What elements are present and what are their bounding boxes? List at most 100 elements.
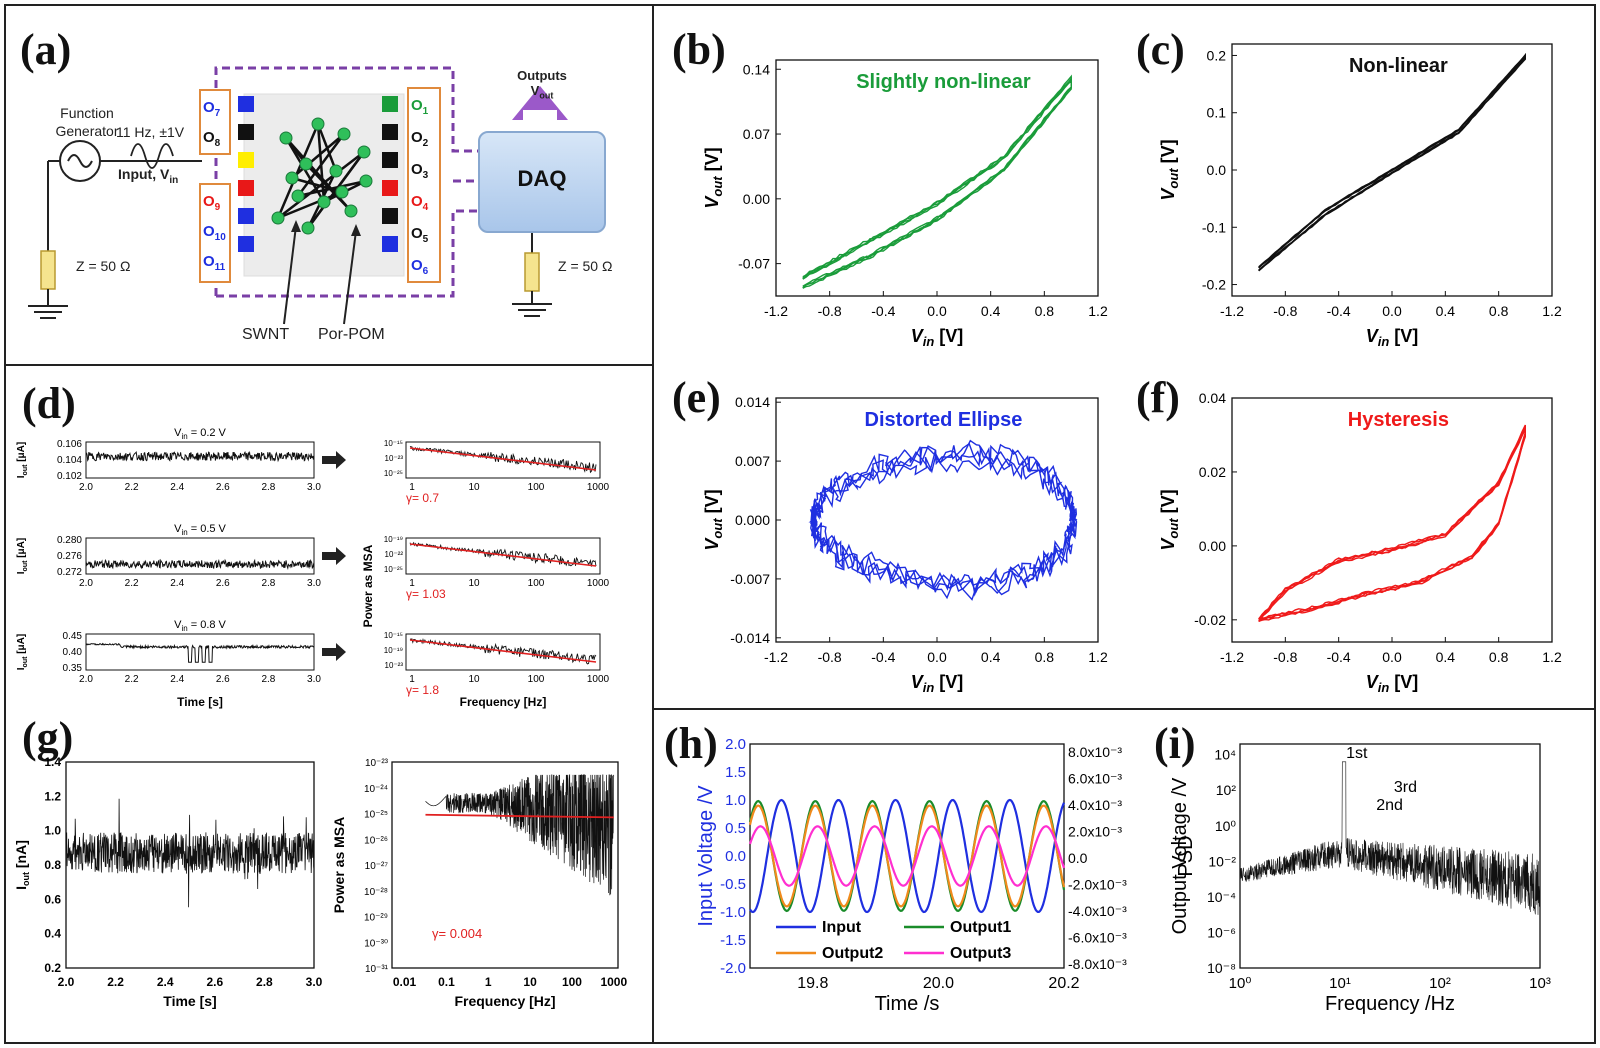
porpom-particle — [299, 157, 313, 171]
porpom-particle — [337, 127, 351, 141]
y-axis-label: Vout [V] — [702, 489, 725, 550]
y-tick-label: 10⁻²⁸ — [364, 887, 388, 898]
x-tick-label: 0.1 — [438, 975, 455, 989]
d-vin-label: Vin = 0.8 V — [174, 619, 226, 633]
y-tick-label-left: 2.0 — [725, 736, 746, 753]
input-sub: in — [169, 174, 179, 186]
electrode-square — [382, 180, 398, 196]
d-x-tick-label: 2.0 — [79, 578, 93, 589]
d-x-tick-label: 2.0 — [79, 674, 93, 685]
y-tick-label: 0.2 — [44, 961, 61, 975]
d-psd-x-tick: 1 — [409, 578, 415, 589]
g-psd-frame — [391, 761, 619, 969]
d-psd-y-tick: 10⁻²² — [385, 550, 404, 559]
panel-dg: (d) (g) — [4, 364, 654, 1044]
y-tick-label: 10⁻² — [1208, 853, 1236, 869]
y-tick-label-right: -4.0x10⁻³ — [1068, 903, 1127, 919]
y-tick-label: 10⁻⁴ — [1207, 889, 1236, 905]
function-generator-label: Function Generator — [55, 105, 119, 139]
swnt-tube — [291, 176, 343, 194]
y-tick-label: 10⁻²⁹ — [364, 913, 388, 924]
y-tick-label: 1.4 — [44, 755, 61, 769]
porpom-particle — [291, 189, 305, 203]
d-x-tick-label: 2.2 — [125, 482, 139, 493]
y-tick-label-right: -2.0x10⁻³ — [1068, 877, 1127, 893]
y-tick-label-right: 2.0x10⁻³ — [1068, 824, 1122, 840]
series-line — [1258, 425, 1526, 620]
x-tick-label: 2.6 — [206, 975, 223, 989]
y-tick-label-left: 1.5 — [725, 764, 746, 781]
series-line — [810, 442, 1078, 594]
d-x-tick-label: 2.2 — [125, 578, 139, 589]
x-tick-label: 10² — [1429, 975, 1451, 992]
d-gamma-label: γ= 1.03 — [406, 587, 446, 601]
series-line-Output3 — [748, 825, 1066, 887]
panel-label-h: (h) — [664, 719, 718, 768]
panel-label-c: (c) — [1136, 25, 1185, 74]
y-tick-label: 10⁻⁸ — [1207, 960, 1236, 976]
x-tick-label: 0.4 — [981, 649, 1001, 665]
y-axis-label: Vout [V] — [1158, 139, 1181, 200]
x-tick-label: 0.01 — [393, 975, 417, 989]
series-line — [808, 439, 1077, 591]
d-y-tick-label: 0.104 — [57, 455, 82, 466]
x-tick-label: 2.4 — [157, 975, 174, 989]
series-line — [425, 774, 615, 896]
y-tick-label: 0.007 — [735, 453, 770, 469]
x-tick-label: 20.2 — [1048, 975, 1079, 992]
x-tick-label: 1.2 — [1088, 649, 1108, 665]
d-x-tick-label: 2.0 — [79, 482, 93, 493]
electrode-square — [238, 180, 254, 196]
y-tick-label: 10⁻²⁶ — [364, 835, 388, 846]
d-psd-frame — [405, 441, 601, 479]
d-x-tick-label: 2.2 — [125, 674, 139, 685]
d-gamma-label: γ= 1.8 — [406, 683, 439, 697]
input-label: Input, Vin — [118, 166, 178, 186]
d-y-tick-label: 0.45 — [63, 631, 83, 642]
electrode-square — [238, 236, 254, 252]
x-tick-label: 0.0 — [1382, 649, 1402, 665]
electrode-square — [238, 124, 254, 140]
y-tick-label: 0.1 — [1207, 105, 1227, 121]
plot-frame-e — [775, 397, 1099, 643]
y-tick-label: 10⁻⁶ — [1207, 924, 1236, 940]
d-psd-x-tick: 100 — [528, 674, 545, 685]
d-y-tick-label: 0.272 — [57, 567, 82, 578]
x-tick-label: -0.8 — [1273, 649, 1297, 665]
y-tick-label-right: 8.0x10⁻³ — [1068, 744, 1122, 760]
x-tick-label: 1 — [485, 975, 492, 989]
d-psd-x-tick: 10 — [468, 674, 480, 685]
d-psd-y-tick: 10⁻¹⁹ — [384, 646, 403, 655]
d-psd-x-tick: 1 — [409, 674, 415, 685]
y-axis-label: Vout [V] — [1158, 489, 1181, 550]
x-tick-label: -1.2 — [1220, 649, 1244, 665]
x-axis-label: Time /s — [875, 993, 940, 1015]
panel-label-g: (g) — [22, 713, 74, 762]
pin-box-left-bottom — [199, 183, 231, 283]
electrode-square — [382, 152, 398, 168]
y-tick-label: 10⁻²³ — [365, 758, 389, 769]
d-psd-y-tick: 10⁻¹⁵ — [384, 439, 403, 448]
x-tick-label: 2.8 — [256, 975, 273, 989]
series-line — [802, 74, 1072, 287]
y-axis-label: Power as MSA — [331, 817, 347, 913]
d-x-tick-label: 2.4 — [170, 674, 184, 685]
legend-label: Input — [822, 919, 862, 936]
peak-annotation: 3rd — [1394, 779, 1417, 796]
d-x-tick-label: 3.0 — [307, 674, 321, 685]
d-psd-fit — [409, 447, 597, 471]
d-x-tick-label: 2.6 — [216, 482, 230, 493]
swnt-tube — [291, 133, 345, 179]
y-tick-label-right: -8.0x10⁻³ — [1068, 956, 1127, 972]
arrow-icon — [322, 547, 346, 565]
series-line — [811, 446, 1077, 597]
y-tick-label: -0.02 — [1194, 612, 1226, 628]
x-tick-label: 0.4 — [1436, 303, 1456, 319]
vout-v: V — [530, 83, 540, 98]
d-x-tick-label: 2.4 — [170, 482, 184, 493]
x-tick-label: 19.8 — [797, 975, 828, 992]
y-axis-label-right: Output Voltage /V — [1169, 777, 1191, 934]
g-time-frame — [65, 761, 315, 969]
h-frame — [749, 743, 1065, 969]
x-tick-label: 10³ — [1529, 975, 1551, 992]
